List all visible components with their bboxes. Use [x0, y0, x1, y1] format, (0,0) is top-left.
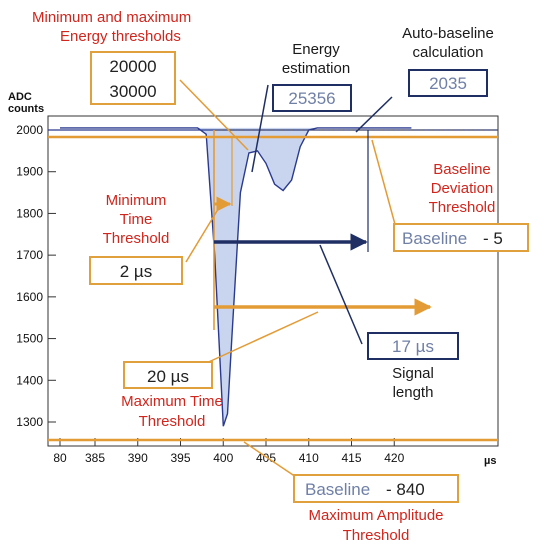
- connector-max-amplitude: [243, 441, 303, 482]
- energy-estimation-label-line1: Energy: [292, 41, 340, 58]
- x-tick-label: 400: [213, 451, 233, 465]
- y-tick-label: 1300: [16, 415, 43, 429]
- energy-min-value: 20000: [109, 57, 156, 76]
- baseline-deviation-label-line3: Threshold: [429, 199, 496, 216]
- min-time-value: 2 µs: [120, 262, 152, 281]
- connector-auto-baseline: [355, 96, 393, 133]
- x-tick-label: 410: [299, 451, 319, 465]
- baseline-deviation-word: Baseline: [402, 229, 467, 248]
- y-tick-label: 1700: [16, 248, 43, 262]
- max-amplitude-value: - 840: [386, 480, 425, 499]
- energy-estimation-value: 25356: [288, 89, 335, 108]
- connector-max-time: [201, 311, 319, 366]
- connector-signal-length: [319, 244, 363, 345]
- x-tick-label: 385: [85, 451, 105, 465]
- signal-length-box: [367, 332, 459, 360]
- x-tick-label: 415: [341, 451, 361, 465]
- max-time-box: [123, 361, 213, 389]
- min-time-box: [89, 256, 183, 285]
- connector-baseline-deviation: [371, 139, 397, 229]
- energy-estimation-label-line2: estimation: [282, 60, 350, 77]
- connector-energy-estimation: [251, 84, 269, 173]
- energy-thresholds-title-line2: Energy thresholds: [60, 28, 181, 45]
- y-tick-label: 2000: [16, 123, 43, 137]
- max-amplitude-label-line2: Threshold: [343, 527, 410, 544]
- signal-length-label-line2: length: [393, 384, 434, 401]
- energy-thresholds-box: [90, 51, 176, 105]
- x-axis-unit: µs: [484, 455, 496, 467]
- x-ticks: 80 385 390 395 400 405 410 415 420: [53, 438, 405, 465]
- baseline-deviation-value: - 5: [483, 229, 503, 248]
- min-time-label-line3: Threshold: [103, 230, 170, 247]
- y-ticks: 1300 1400 1500 1600 1700 1800 1900 2000: [16, 123, 56, 429]
- x-tick-label: 395: [170, 451, 190, 465]
- x-tick-label: 80: [53, 451, 67, 465]
- y-tick-label: 1900: [16, 165, 43, 179]
- baseline-deviation-label-line2: Deviation: [431, 180, 494, 197]
- y-tick-label: 1600: [16, 290, 43, 304]
- signal-length-value: 17 µs: [392, 337, 434, 356]
- energy-thresholds-title-line1: Minimum and maximum: [32, 9, 191, 26]
- auto-baseline-box: [408, 69, 488, 97]
- max-time-label-line1: Maximum Time: [121, 393, 223, 410]
- signal-trace: [60, 127, 412, 427]
- x-tick-label: 420: [384, 451, 404, 465]
- plot-frame: [47, 115, 499, 447]
- max-time-value: 20 µs: [147, 367, 189, 386]
- y-axis-label-line1: ADC: [8, 91, 32, 103]
- baseline-deviation-label-line1: Baseline: [433, 161, 491, 178]
- max-time-label-line2: Threshold: [139, 413, 206, 430]
- y-tick-label: 1800: [16, 206, 43, 220]
- min-time-label-line1: Minimum: [106, 192, 167, 209]
- max-amplitude-box: [293, 474, 459, 503]
- y-tick-label: 1400: [16, 373, 43, 387]
- y-tick-label: 1500: [16, 332, 43, 346]
- auto-baseline-value: 2035: [429, 74, 467, 93]
- signal-length-label-line1: Signal: [392, 365, 434, 382]
- energy-max-value: 30000: [109, 82, 156, 101]
- auto-baseline-label-line1: Auto-baseline: [402, 25, 494, 42]
- min-time-label-line2: Time: [120, 211, 153, 228]
- energy-estimation-box: [272, 84, 352, 112]
- connector-energy-thresholds: [179, 79, 249, 151]
- auto-baseline-label-line2: calculation: [413, 44, 484, 61]
- y-axis-label-line2: counts: [8, 103, 44, 115]
- baseline-deviation-box: [393, 223, 529, 252]
- max-amplitude-label-line1: Maximum Amplitude: [308, 507, 443, 524]
- max-amplitude-baseline-word: Baseline: [305, 480, 370, 499]
- x-tick-label: 405: [256, 451, 276, 465]
- x-tick-label: 390: [128, 451, 148, 465]
- connector-min-time: [185, 205, 221, 263]
